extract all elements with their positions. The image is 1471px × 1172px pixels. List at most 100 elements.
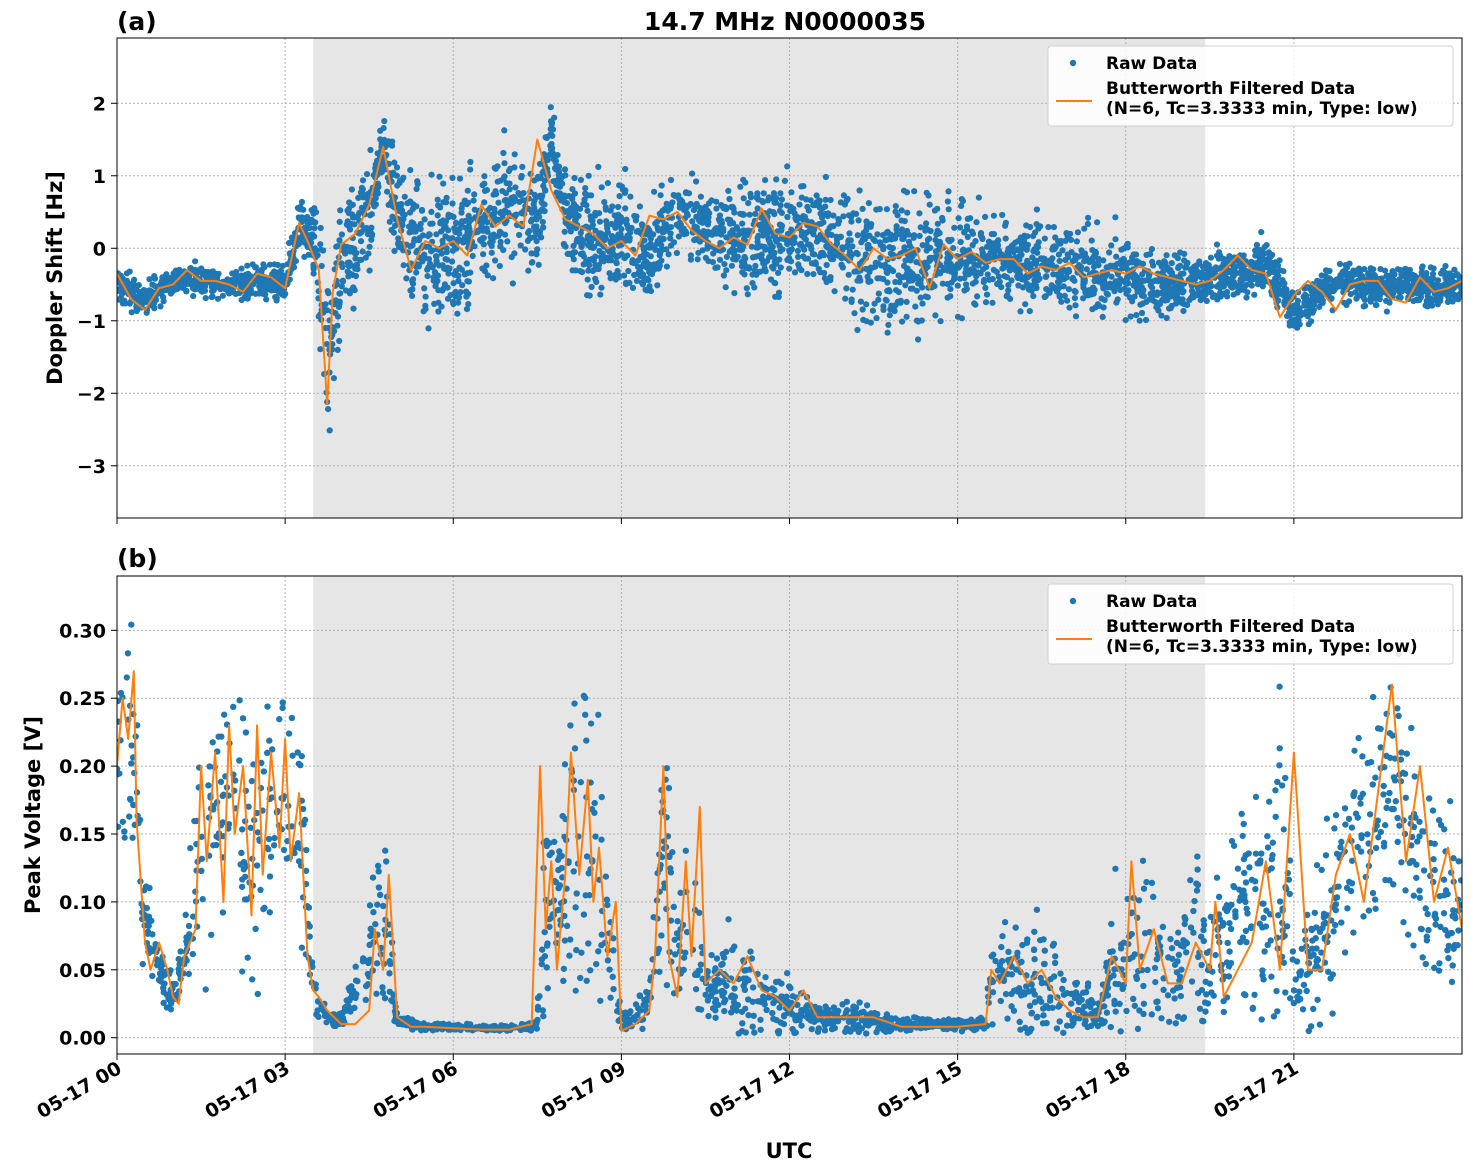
data-point xyxy=(901,262,908,269)
data-point xyxy=(187,265,194,272)
data-point xyxy=(1157,299,1164,306)
data-point xyxy=(1161,258,1168,265)
data-point xyxy=(1094,219,1101,226)
data-point xyxy=(579,250,586,257)
data-point xyxy=(467,158,474,166)
data-point xyxy=(1081,279,1088,286)
data-point xyxy=(1113,253,1120,260)
data-point xyxy=(455,294,463,301)
data-point xyxy=(752,253,760,260)
data-point xyxy=(1237,279,1244,286)
data-point xyxy=(1371,288,1378,295)
data-point xyxy=(821,275,829,282)
data-point xyxy=(607,275,614,282)
data-point xyxy=(1237,268,1244,275)
data-point xyxy=(926,201,933,208)
data-point xyxy=(778,209,786,216)
data-point xyxy=(911,188,918,195)
data-point xyxy=(959,247,966,254)
data-point xyxy=(407,198,414,205)
data-point xyxy=(428,171,435,178)
data-point xyxy=(658,257,665,264)
data-point xyxy=(924,294,931,301)
data-point xyxy=(1028,261,1035,268)
data-point xyxy=(1038,255,1045,262)
data-point xyxy=(500,247,507,254)
data-point xyxy=(1112,236,1119,243)
data-point xyxy=(735,241,742,248)
data-point xyxy=(418,207,426,214)
data-point xyxy=(917,280,924,287)
data-point xyxy=(130,289,137,296)
data-point xyxy=(891,308,898,315)
data-point xyxy=(606,270,613,277)
data-point xyxy=(840,192,848,199)
data-point xyxy=(713,205,720,212)
data-point xyxy=(773,238,780,245)
data-point xyxy=(702,254,710,261)
data-point xyxy=(612,276,620,283)
data-point xyxy=(121,834,128,841)
data-point xyxy=(604,180,612,187)
data-point xyxy=(547,131,554,138)
data-point xyxy=(919,300,926,307)
data-point xyxy=(414,224,421,231)
data-point xyxy=(857,298,865,305)
data-point xyxy=(729,203,736,210)
data-point xyxy=(849,286,856,293)
data-point xyxy=(827,196,834,204)
data-point xyxy=(1371,272,1378,279)
data-point xyxy=(875,290,882,297)
data-point xyxy=(563,193,570,200)
data-point xyxy=(1200,288,1207,295)
data-point xyxy=(1304,284,1311,291)
data-point xyxy=(1072,302,1079,309)
data-point xyxy=(1341,267,1349,274)
data-point xyxy=(871,300,878,307)
data-point xyxy=(907,285,915,292)
data-point xyxy=(124,280,131,287)
data-point xyxy=(1122,317,1129,324)
data-point xyxy=(531,191,538,198)
data-point xyxy=(720,272,728,279)
data-point xyxy=(1131,293,1138,300)
data-point xyxy=(1064,232,1071,239)
data-point xyxy=(831,288,838,295)
data-point xyxy=(577,176,585,183)
data-point xyxy=(1202,260,1210,267)
filtered-data-line xyxy=(117,138,1462,406)
data-point xyxy=(444,264,451,271)
data-point xyxy=(518,172,525,180)
data-point xyxy=(937,318,944,325)
data-point xyxy=(456,175,464,182)
data-point xyxy=(215,270,222,277)
data-point xyxy=(968,228,976,235)
data-point xyxy=(394,182,401,189)
data-point xyxy=(1003,293,1010,300)
data-point xyxy=(444,256,451,263)
data-point xyxy=(336,237,343,244)
data-point xyxy=(818,250,825,257)
data-point xyxy=(449,235,456,242)
data-point xyxy=(497,238,504,246)
data-point xyxy=(689,218,696,225)
data-point xyxy=(1391,281,1399,288)
data-point xyxy=(808,260,816,267)
data-point xyxy=(741,235,748,242)
data-point xyxy=(843,197,850,204)
data-point xyxy=(766,246,773,253)
data-point xyxy=(528,218,535,225)
data-point xyxy=(396,204,403,211)
data-point xyxy=(585,172,592,179)
data-point xyxy=(791,269,799,276)
data-point xyxy=(1120,255,1127,262)
data-point xyxy=(224,276,231,283)
data-point xyxy=(866,232,873,239)
data-point xyxy=(408,219,415,226)
data-point xyxy=(1023,260,1030,268)
data-point xyxy=(425,325,432,332)
data-point xyxy=(527,234,534,241)
data-point xyxy=(917,294,924,301)
